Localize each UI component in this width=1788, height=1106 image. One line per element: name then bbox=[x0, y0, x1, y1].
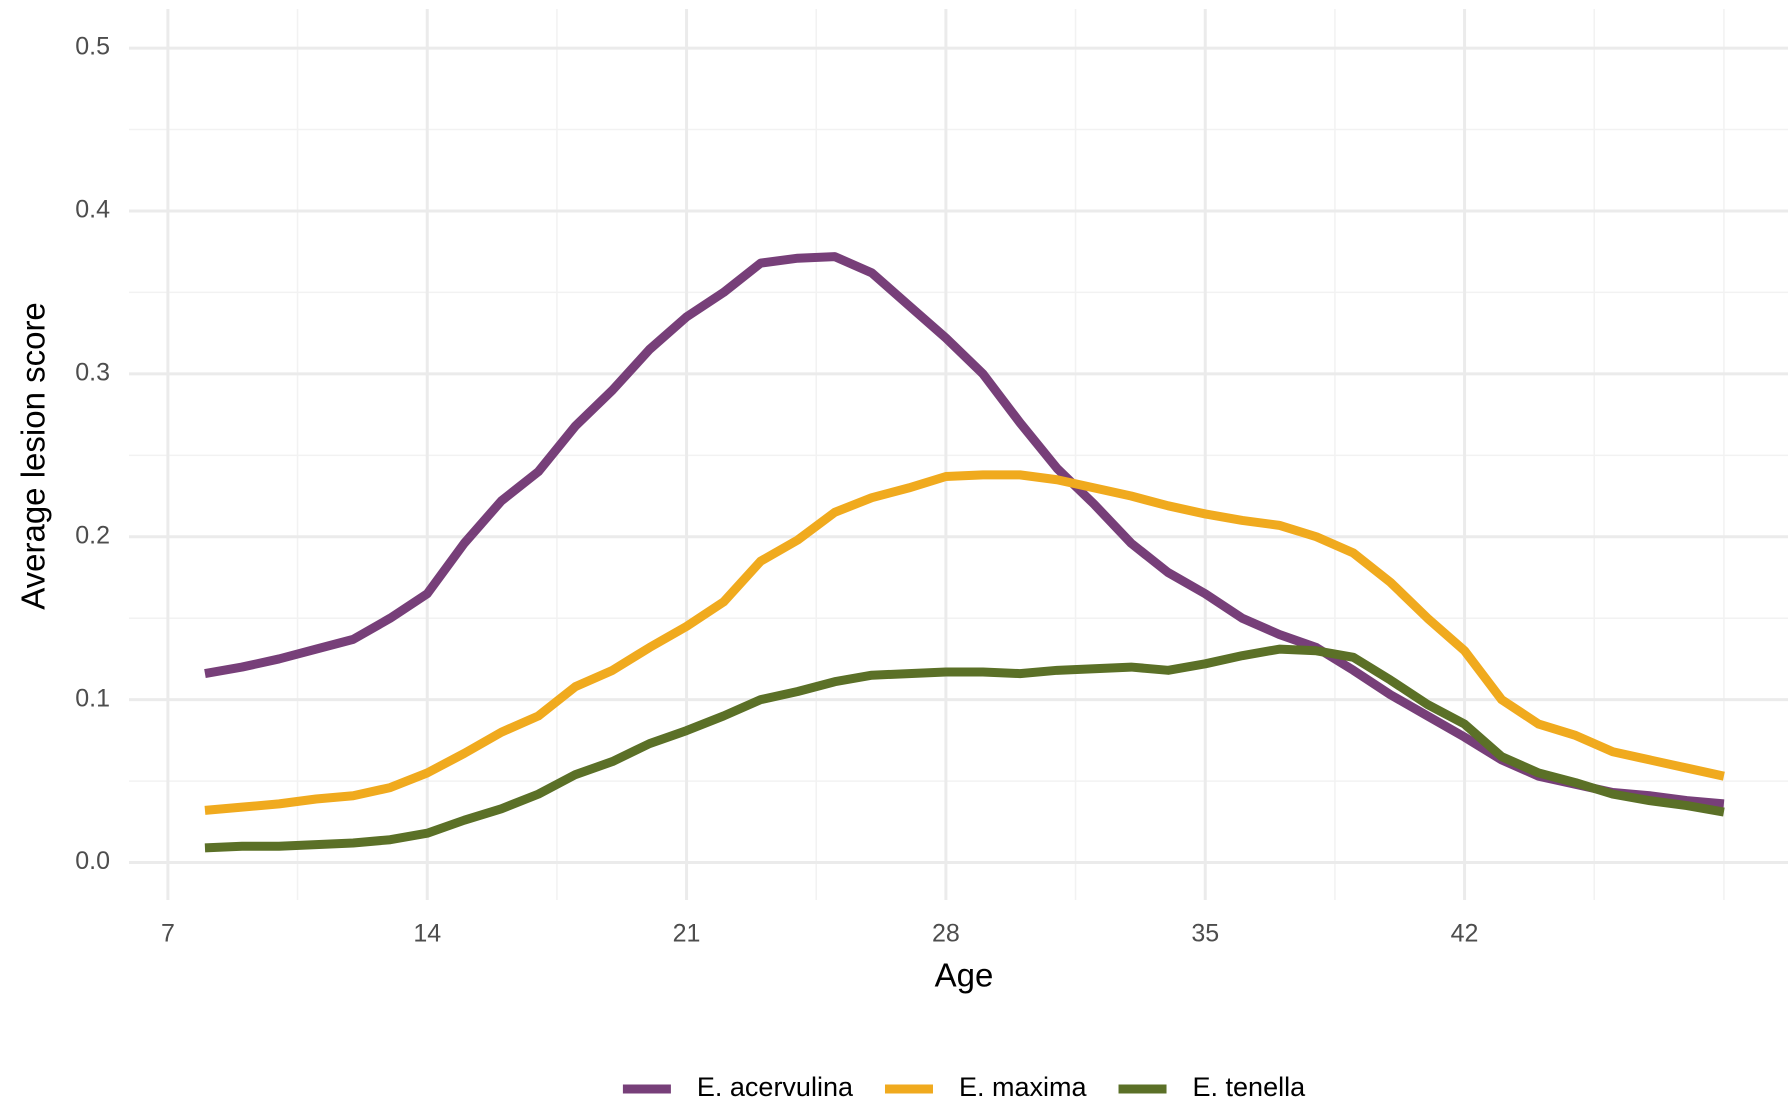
line bbox=[204, 252, 1725, 809]
legend: E. acervulina E. maxima E. tenella bbox=[622, 1072, 1307, 1102]
x-axis-title: Age bbox=[935, 957, 994, 994]
legend-label: E. maxima bbox=[959, 1072, 1088, 1102]
y-tick-label: 0.4 bbox=[75, 196, 110, 224]
legend-label: E. tenella bbox=[1193, 1072, 1307, 1102]
x-tick-label: 21 bbox=[673, 920, 701, 948]
x-tick-label: 14 bbox=[413, 920, 441, 948]
x-tick-label: 7 bbox=[161, 920, 175, 948]
legend-label: E. acervulina bbox=[697, 1072, 854, 1102]
x-tick-label: 35 bbox=[1191, 920, 1219, 948]
y-tick-label: 0.3 bbox=[75, 358, 110, 386]
y-tick-label: 0.1 bbox=[75, 684, 110, 712]
line bbox=[204, 644, 1725, 853]
y-tick-label: 0.5 bbox=[75, 33, 110, 61]
x-tick-label: 42 bbox=[1451, 920, 1479, 948]
y-axis-title: Average lesion score bbox=[15, 302, 52, 610]
line bbox=[204, 470, 1725, 815]
y-tick-label: 0.2 bbox=[75, 521, 110, 549]
y-tick-label: 0.0 bbox=[75, 847, 110, 875]
x-tick-label: 28 bbox=[932, 920, 960, 948]
